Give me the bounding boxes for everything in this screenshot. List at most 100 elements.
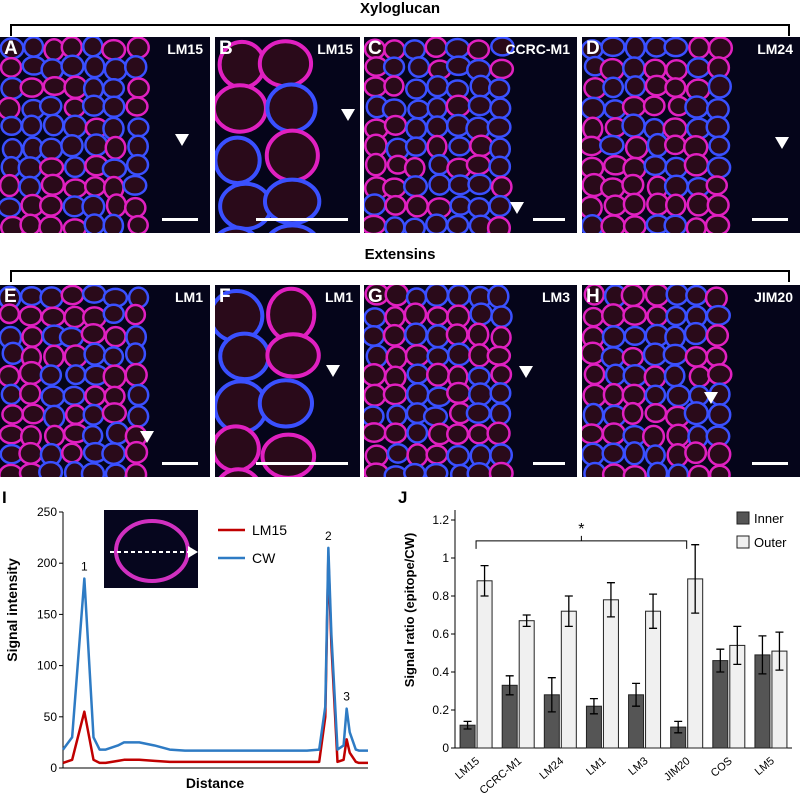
cell xyxy=(428,153,451,176)
x-tick-label: COS xyxy=(709,755,735,780)
cell xyxy=(446,381,472,405)
legend-swatch xyxy=(736,511,750,525)
cell xyxy=(102,346,125,368)
series-line-lm15 xyxy=(62,554,368,765)
scale-bar xyxy=(256,462,348,465)
cell xyxy=(489,402,512,426)
cell xyxy=(686,57,711,79)
scale-bar xyxy=(162,218,198,221)
y-axis-label: Signal ratio (epitope/CW) xyxy=(402,533,417,688)
cell xyxy=(101,158,128,180)
cell xyxy=(405,194,429,218)
series-line-cw xyxy=(61,546,368,752)
x-tick-label: CCRC-M1 xyxy=(478,755,525,795)
peak-label: 1 xyxy=(81,560,88,574)
cell-pattern xyxy=(582,37,734,233)
cell xyxy=(466,39,491,61)
arrowhead-icon xyxy=(775,137,789,149)
cell xyxy=(448,136,472,157)
cell xyxy=(384,194,407,216)
cell xyxy=(446,285,471,308)
cell xyxy=(468,382,493,407)
cell xyxy=(582,214,604,233)
cell xyxy=(465,154,492,176)
significance-marker: * xyxy=(578,521,584,538)
cell xyxy=(42,113,65,137)
cell xyxy=(364,76,388,98)
y-tick-label: 0.8 xyxy=(432,589,449,603)
cell xyxy=(624,75,647,98)
cell xyxy=(38,460,64,477)
micrograph-panel-c: C CCRC-M1 xyxy=(364,37,577,233)
bar-outer xyxy=(602,599,619,749)
cell xyxy=(84,133,109,157)
x-axis-label: Distance xyxy=(186,775,245,791)
cell xyxy=(490,363,513,386)
arrowhead-icon xyxy=(519,366,533,378)
cell xyxy=(707,74,732,99)
cell xyxy=(260,432,317,477)
cell xyxy=(602,382,625,407)
cell xyxy=(490,37,515,57)
cell xyxy=(39,286,64,310)
cell xyxy=(0,197,22,218)
cell xyxy=(215,83,268,134)
cell xyxy=(364,152,387,177)
x-tick-label: LM3 xyxy=(626,755,650,778)
error-bar xyxy=(691,544,700,614)
micrograph-panel-a: A LM15 xyxy=(0,37,210,233)
cell xyxy=(39,364,63,387)
scale-bar xyxy=(162,462,198,465)
cell xyxy=(646,461,669,477)
cell xyxy=(63,156,87,179)
cell xyxy=(488,461,514,477)
cell xyxy=(582,423,604,445)
cell xyxy=(624,135,649,160)
cell xyxy=(445,94,472,118)
section-title-xyloglucan: Xyloglucan xyxy=(359,0,441,17)
x-tick-label: JIM20 xyxy=(662,755,693,783)
panel-letter: D xyxy=(586,38,600,59)
cell xyxy=(666,384,691,408)
cell xyxy=(600,214,626,233)
cell xyxy=(384,285,410,307)
cell-pattern xyxy=(364,285,514,477)
cell xyxy=(264,128,320,183)
cell xyxy=(265,332,321,379)
cell xyxy=(407,99,430,120)
cell xyxy=(385,345,408,370)
cell xyxy=(402,175,429,198)
cell xyxy=(127,383,150,407)
y-tick-label: 0 xyxy=(442,741,449,755)
cell xyxy=(102,303,125,325)
cell xyxy=(0,364,21,388)
cell xyxy=(364,214,387,233)
cell xyxy=(127,405,150,428)
cell xyxy=(82,403,105,426)
cell xyxy=(604,363,627,386)
cell xyxy=(621,113,646,138)
cell xyxy=(582,442,606,467)
cell xyxy=(582,341,606,365)
cell xyxy=(664,77,687,99)
cell-pattern xyxy=(0,37,150,233)
cell xyxy=(102,213,125,233)
cell xyxy=(404,343,430,367)
cell xyxy=(426,96,448,120)
cell xyxy=(707,363,733,386)
cell xyxy=(382,56,406,78)
cell xyxy=(422,406,449,427)
cell xyxy=(467,197,491,219)
y-tick-label: 150 xyxy=(37,607,57,621)
micrograph-panel-e: E LM1 xyxy=(0,285,210,477)
cell xyxy=(105,193,128,218)
cell xyxy=(126,37,150,60)
y-tick-label: 1 xyxy=(442,551,449,565)
cell xyxy=(489,58,515,80)
cell xyxy=(486,345,512,366)
cell xyxy=(127,117,150,138)
cell xyxy=(40,173,66,197)
cell xyxy=(19,382,42,405)
cell xyxy=(0,424,25,445)
x-tick-label: LM5 xyxy=(753,755,777,778)
